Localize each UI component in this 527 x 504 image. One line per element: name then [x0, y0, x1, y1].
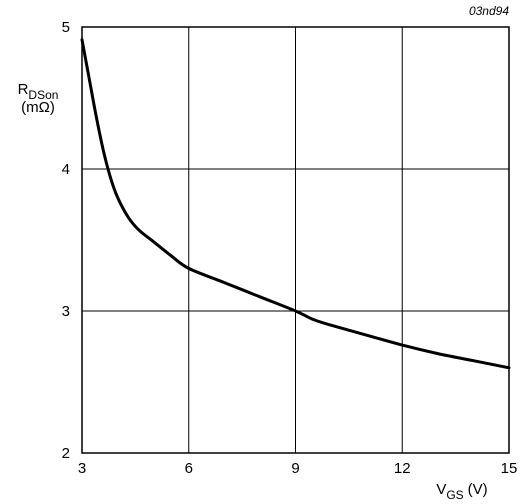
y-tick-label-0: 2	[62, 445, 70, 462]
x-tick-label-2: 9	[291, 460, 299, 477]
y-axis-unit: (mΩ)	[21, 99, 55, 116]
plot-frame	[81, 26, 510, 454]
y-axis-label: RDSon	[18, 81, 59, 102]
x-axis-label-unit: (V)	[468, 481, 488, 498]
y-tick-label-1: 3	[62, 303, 70, 320]
x-tick-label-3: 12	[394, 460, 411, 477]
x-tick-label-0: 3	[78, 460, 86, 477]
y-tick-labels: 2 3 4 5	[62, 19, 70, 462]
grid-lines	[82, 27, 509, 453]
y-tick-label-3: 5	[62, 19, 70, 36]
figure-reference: 03nd94	[469, 4, 509, 18]
y-axis-label-main: R	[18, 81, 29, 98]
x-tick-label-1: 6	[185, 460, 193, 477]
x-tick-label-4: 15	[501, 460, 518, 477]
x-axis-label-sub: GS	[446, 488, 463, 502]
series-line	[80, 38, 511, 370]
x-axis-label: VGS (V)	[436, 481, 487, 502]
x-tick-labels: 3 6 9 12 15	[78, 460, 518, 477]
x-axis-label-main: V	[436, 481, 446, 498]
y-tick-label-2: 4	[62, 161, 70, 178]
y-axis-label-sub: DSon	[28, 88, 58, 102]
